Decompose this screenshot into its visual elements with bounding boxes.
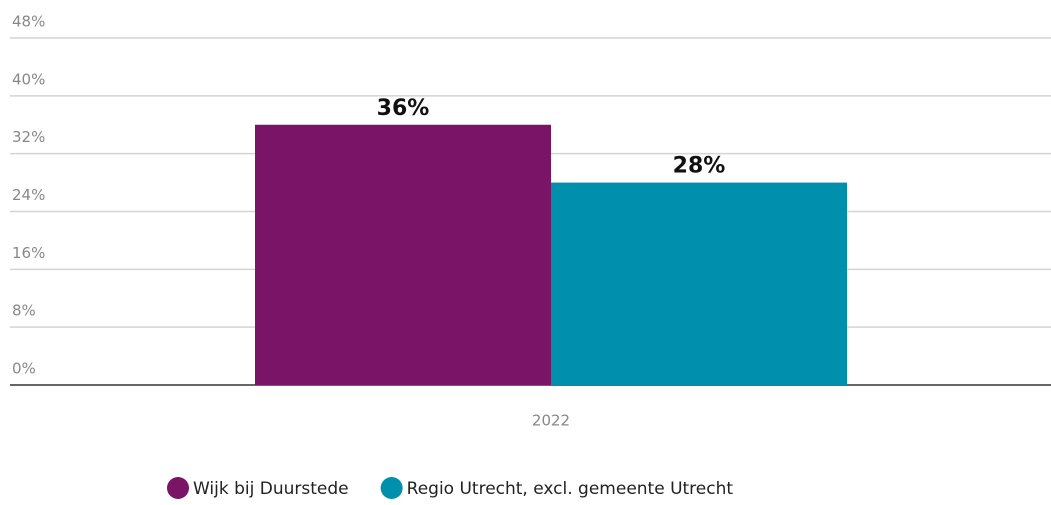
- y-tick-label: 32%: [12, 128, 45, 146]
- legend-label: Wijk bij Duurstede: [193, 479, 349, 499]
- y-tick-label: 40%: [12, 70, 45, 88]
- bar: [255, 124, 551, 385]
- value-label: 36%: [377, 96, 430, 121]
- y-tick-label: 8%: [12, 302, 36, 320]
- y-tick-label: 0%: [12, 360, 36, 378]
- value-label: 28%: [673, 154, 726, 179]
- legend-marker: [167, 477, 189, 499]
- bar: [551, 182, 847, 385]
- legend-marker: [380, 477, 403, 499]
- y-tick-label: 16%: [12, 244, 45, 262]
- y-tick-label: 24%: [12, 186, 45, 204]
- x-tick-label: 2022: [532, 412, 570, 430]
- y-tick-label: 48%: [12, 13, 45, 31]
- legend-label: Regio Utrecht, excl. gemeente Utrecht: [407, 479, 734, 499]
